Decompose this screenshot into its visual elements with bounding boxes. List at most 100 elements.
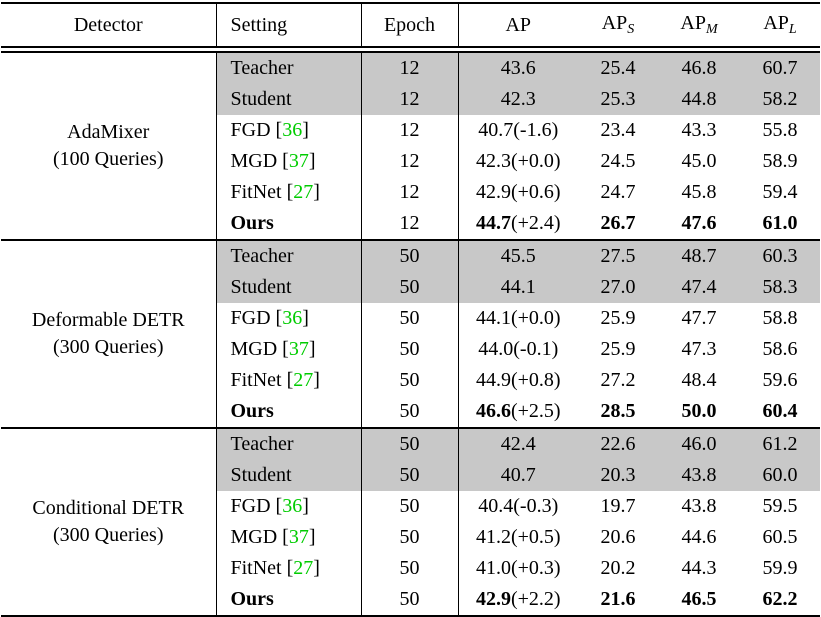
ap-value: 40.7 [500, 464, 536, 486]
ap-value: 43.6 [500, 57, 536, 79]
setting-cell: Ours [216, 208, 362, 240]
col-header-ap: AP [458, 3, 578, 47]
ap-m-cell: 48.4 [681, 369, 717, 391]
ap-m-cell: 43.3 [681, 119, 717, 141]
citation-ref: 36 [282, 495, 303, 517]
ap-l-cell: 59.4 [762, 181, 798, 203]
ap-m-cell: 47.7 [681, 307, 717, 329]
ap-value: 40.4 [478, 495, 514, 517]
epoch-cell: 12 [361, 84, 459, 115]
detector-cell: Deformable DETR (300 Queries) [1, 239, 217, 428]
table-row: FitNet [27] 50 41.0(+0.3) 20.2 44.3 59.9 [1, 553, 820, 584]
ap-cell: 44.9(+0.8) [458, 365, 578, 396]
citation-close-bracket: ] [313, 557, 320, 579]
ap-value: 42.9 [475, 588, 511, 610]
setting-label: Ours [230, 212, 274, 234]
epoch-cell: 50 [361, 396, 459, 428]
ap-l-cell: 58.9 [762, 150, 798, 172]
epoch-cell: 50 [361, 303, 459, 334]
ap-m-cell: 44.8 [658, 84, 740, 115]
citation-open-bracket: [ [281, 181, 294, 203]
ap-l-cell: 59.9 [762, 557, 798, 579]
table-row: Student 50 40.7 20.3 43.8 60.0 [1, 460, 820, 491]
ap-s-cell: 24.5 [600, 150, 636, 172]
ap-cell: 42.9(+0.6) [458, 177, 578, 208]
setting-label: Teacher [230, 433, 294, 455]
epoch-cell: 50 [361, 427, 459, 460]
ap-cell: 44.7(+2.4) [458, 208, 578, 240]
ap-s-cell: 27.2 [600, 369, 636, 391]
ap-delta: (+0.5) [510, 526, 561, 548]
epoch-cell: 12 [361, 115, 459, 146]
setting-label: FitNet [230, 557, 282, 579]
setting-label: FGD [230, 495, 271, 517]
table-row: MGD [37] 50 44.0(-0.1) 25.9 47.3 58.6 [1, 334, 820, 365]
ap-m-cell: 43.8 [681, 495, 717, 517]
ap-cell: 42.4 [458, 427, 578, 460]
ap-cell: 42.3 [458, 84, 578, 115]
setting-label: Teacher [230, 57, 294, 79]
table-row: FGD [36] 50 40.4(-0.3) 19.7 43.8 59.5 [1, 491, 820, 522]
ap-delta: (-0.1) [513, 338, 559, 360]
ap-cell: 42.9(+2.2) [458, 584, 578, 617]
citation-open-bracket: [ [277, 338, 289, 360]
ap-value: 42.9 [475, 181, 511, 203]
table-row: Student 12 42.3 25.3 44.8 58.2 [1, 84, 820, 115]
detector-name: Deformable DETR [31, 309, 185, 331]
ap-m-cell: 47.3 [681, 338, 717, 360]
epoch-cell: 50 [361, 334, 459, 365]
citation-ref: 27 [293, 369, 314, 391]
ap-m-cell: 50.0 [681, 400, 717, 422]
ap-m-cell: 46.5 [681, 588, 717, 610]
citation-open-bracket: [ [277, 150, 289, 172]
citation-ref: 37 [288, 338, 309, 360]
citation-ref: 36 [282, 307, 303, 329]
setting-cell: Teacher [216, 52, 362, 84]
ap-s-cell: 21.6 [600, 588, 636, 610]
ap-s-cell: 27.0 [578, 272, 658, 303]
table-row: AdaMixer (100 Queries) Teacher 12 43.6 25.4 46… [1, 52, 820, 240]
ap-cell: 44.1 [458, 272, 578, 303]
setting-cell: Student [216, 84, 362, 115]
ap-delta: (+0.3) [510, 557, 561, 579]
ap-m-cell: 46.0 [658, 427, 740, 460]
ap-s-cell: 22.6 [578, 427, 658, 460]
ap-l-cell: 60.4 [762, 400, 798, 422]
ap-m-cell: 44.6 [681, 526, 717, 548]
setting-label: Teacher [230, 245, 294, 267]
table-row: FGD [36] 12 40.7(-1.6) 23.4 43.3 55.8 [1, 115, 820, 146]
ap-s-cell: 24.7 [600, 181, 636, 203]
ap-s-cell: 23.4 [600, 119, 636, 141]
epoch-cell: 12 [361, 208, 459, 240]
setting-label: Student [230, 88, 292, 110]
setting-label: Student [230, 276, 292, 298]
ap-value: 42.4 [500, 433, 536, 455]
epoch-cell: 50 [361, 272, 459, 303]
setting-cell: FitNet [27] [216, 177, 362, 208]
header-double-rule-bar [1, 46, 820, 53]
col-header-ap-l: APL [740, 3, 820, 47]
ap-cell: 42.3(+0.0) [458, 146, 578, 177]
setting-cell: Teacher [216, 427, 362, 460]
setting-cell: MGD [37] [216, 522, 362, 553]
ap-s-cell: 25.3 [578, 84, 658, 115]
ap-s-cell: 20.6 [600, 526, 636, 548]
ap-value: 44.0 [478, 338, 514, 360]
ap-m-cell: 48.7 [658, 239, 740, 272]
table-row: Ours 50 46.6(+2.5) 28.5 50.0 60.4 [1, 396, 820, 428]
epoch-cell: 50 [361, 365, 459, 396]
citation-open-bracket: [ [281, 369, 294, 391]
setting-cell: Ours [216, 584, 362, 617]
ap-l-cell: 60.0 [740, 460, 820, 491]
ap-delta: (+2.4) [510, 212, 561, 234]
ap-m-cell: 46.8 [658, 52, 740, 84]
table-row: Ours 12 44.7(+2.4) 26.7 47.6 61.0 [1, 208, 820, 240]
ap-delta: (+0.0) [510, 150, 561, 172]
citation-close-bracket: ] [313, 181, 320, 203]
ap-m-cell: 45.0 [681, 150, 717, 172]
ap-s-cell: 28.5 [600, 400, 636, 422]
ap-value: 44.1 [475, 307, 511, 329]
epoch-cell: 50 [361, 460, 459, 491]
ap-s-cell: 25.9 [600, 338, 636, 360]
